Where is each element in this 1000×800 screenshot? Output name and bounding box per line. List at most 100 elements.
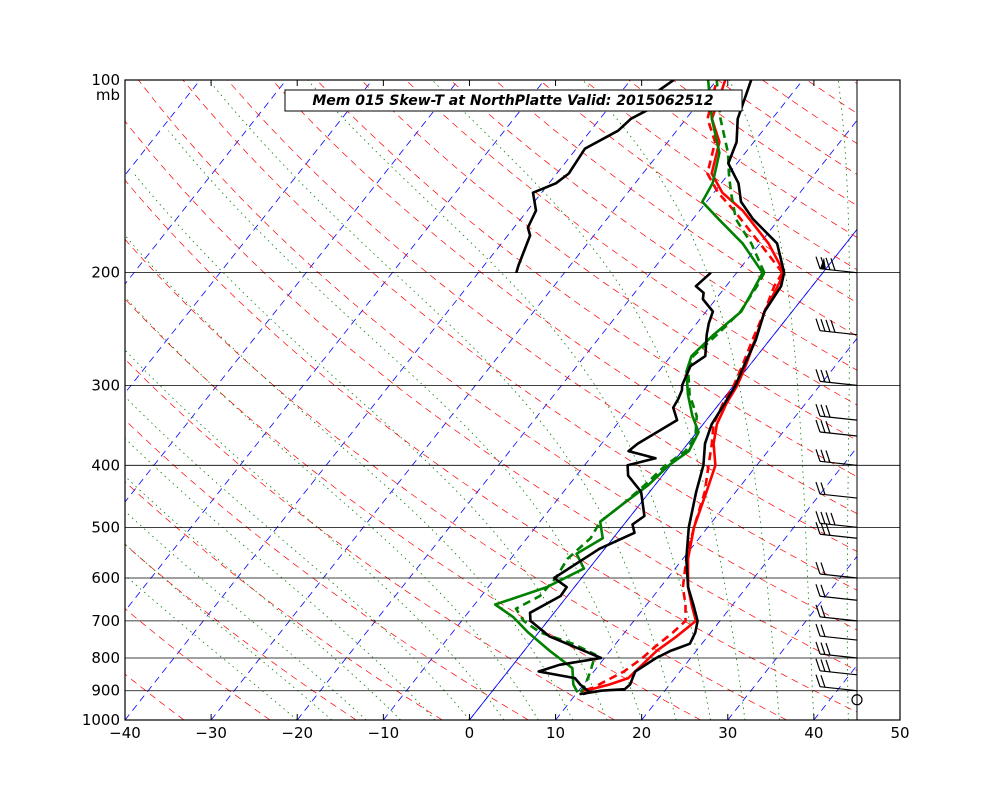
x-tick-label: −40 (109, 724, 141, 742)
x-axis-ticks: −40 −30 −20 −10 0 10 20 30 40 50 (109, 80, 910, 742)
isotherm-line (125, 80, 631, 720)
dry-adiabat-line (628, 80, 857, 238)
wind-barb (815, 403, 858, 421)
dry-adiabat-line (806, 80, 857, 114)
isotherm-line (813, 664, 857, 720)
dry-adiabat-line (182, 80, 857, 591)
wind-barb (815, 561, 858, 579)
dry-adiabat-line (494, 80, 857, 337)
dry-adiabat-line (125, 358, 615, 720)
wind-barb (815, 641, 858, 659)
calm-wind-marker (851, 694, 863, 706)
moist-adiabat-line (125, 296, 539, 720)
wind-barb (815, 369, 858, 386)
wind-barb (815, 481, 858, 499)
dry-adiabat-line (762, 80, 857, 145)
dry-adiabat-line (316, 80, 857, 478)
dry-adiabat-line (0, 80, 98, 720)
wind-barb (815, 318, 858, 336)
dry-adiabat-line (138, 80, 857, 631)
x-tick-label: 10 (546, 724, 565, 742)
y-tick-label: 100 (91, 71, 120, 89)
isotherm-line (125, 80, 459, 503)
x-tick-label: 50 (890, 724, 909, 742)
x-tick-label: −30 (195, 724, 227, 742)
dry-adiabat-line (125, 608, 271, 720)
y-tick-label: 700 (91, 612, 120, 630)
dry-adiabat-line (227, 80, 857, 552)
isotherm-line (641, 446, 857, 720)
dry-adiabat-line (851, 80, 857, 84)
x-tick-label: −10 (368, 724, 400, 742)
wind-barb (815, 256, 858, 274)
wind-barb (815, 623, 858, 641)
y-tick-label: 900 (91, 682, 120, 700)
zero-isotherm-line (469, 228, 857, 720)
chart-title: Mem 015 Skew-T at NorthPlatte Valid: 201… (312, 93, 713, 109)
wind-barb (815, 522, 858, 539)
y-tick-label: 800 (91, 649, 120, 667)
isotherm-line (0, 80, 28, 720)
y-tick-label: 1000 (82, 711, 120, 729)
wind-barb (815, 419, 858, 437)
chart-title-box: Mem 015 Skew-T at NorthPlatte Valid: 201… (284, 89, 743, 112)
dry-adiabat-line (125, 673, 185, 720)
dry-adiabat-line (405, 80, 857, 406)
y-tick-label: 300 (91, 376, 120, 394)
isotherm-line (986, 80, 1000, 720)
profile-dew-solid (701, 80, 764, 274)
profile-dew-dashed (715, 80, 766, 274)
moist-adiabat-line (125, 475, 401, 720)
profile-black-left (528, 271, 715, 696)
dry-adiabat-line (125, 120, 857, 671)
moist-adiabat-line (125, 543, 332, 720)
dry-adiabat-line (125, 419, 529, 720)
y-tick-label: 400 (91, 456, 120, 474)
profile-black-right (579, 272, 786, 696)
moist-adiabat-line (125, 349, 505, 720)
background-lines (0, 80, 1000, 720)
dry-adiabat-line (360, 80, 857, 441)
x-tick-label: 40 (804, 724, 823, 742)
x-tick-label: 20 (632, 724, 651, 742)
y-unit-label: mb (96, 86, 120, 104)
isotherm-line (727, 555, 857, 720)
profile-black-right (727, 80, 786, 274)
dry-adiabat-line (717, 80, 857, 175)
profile-temp-dashed (706, 80, 784, 274)
isotherm-line (383, 119, 857, 720)
profile-dew-dashed (514, 272, 766, 693)
x-tick-label: 0 (465, 724, 475, 742)
x-tick-label: −20 (281, 724, 313, 742)
wind-barb (815, 604, 858, 622)
x-tick-label: 30 (718, 724, 737, 742)
isotherm-line (900, 80, 1000, 720)
wind-barbs (815, 256, 863, 706)
dry-adiabat-line (583, 80, 857, 271)
dry-adiabat-line (271, 80, 857, 515)
wind-barb (815, 449, 858, 466)
isotherm-line (125, 80, 373, 394)
isotherm-line (296, 80, 804, 720)
moist-adiabat-line (729, 80, 815, 720)
moist-adiabat-line (307, 80, 711, 720)
y-tick-label: 200 (91, 264, 120, 282)
profiles (493, 80, 786, 696)
wind-barb (815, 674, 858, 692)
dry-adiabat-line (125, 298, 701, 720)
wind-barb (815, 584, 858, 601)
isotherm-line (555, 337, 857, 720)
plot-frame (124, 79, 901, 721)
dry-adiabat-line (125, 544, 357, 720)
dry-adiabat-line (539, 80, 857, 304)
dry-adiabat-line (125, 179, 857, 713)
moist-adiabat-line (837, 80, 850, 720)
y-tick-label: 500 (91, 518, 120, 536)
dry-adiabat-line (125, 238, 787, 720)
moist-adiabat-line (125, 574, 298, 720)
y-tick-label: 600 (91, 569, 120, 587)
y-axis-ticks: 100 200 300 400 500 600 700 800 900 1000 (82, 71, 120, 729)
wind-barb (815, 658, 858, 676)
moist-adiabat-line (208, 80, 677, 720)
